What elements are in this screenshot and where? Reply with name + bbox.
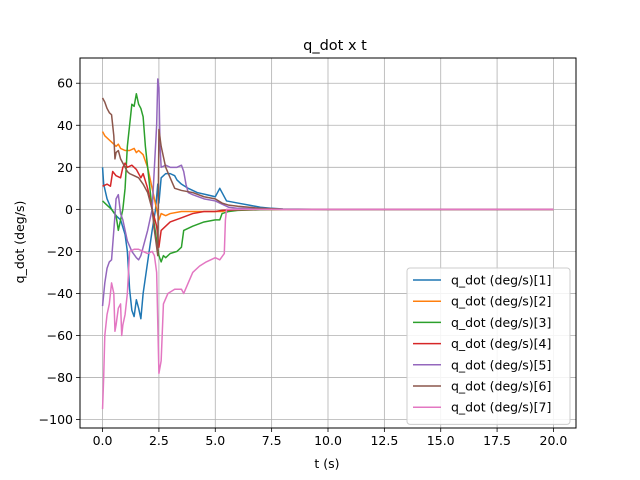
legend-label-2: q_dot (deg/s)[2]	[451, 294, 551, 309]
x-tick-label: 15.0	[427, 433, 455, 448]
x-tick-label: 0.0	[93, 433, 113, 448]
y-tick-label: −80	[47, 370, 73, 385]
series-line-5	[101, 78, 554, 307]
legend-box	[406, 267, 571, 425]
legend-label-4: q_dot (deg/s)[4]	[451, 336, 551, 351]
x-axis-label: t (s)	[314, 456, 339, 471]
x-tick-label: 20.0	[540, 433, 568, 448]
x-tick-label: 7.5	[262, 433, 282, 448]
y-tick-label: 40	[57, 118, 73, 133]
series-layer	[101, 78, 554, 410]
y-tick-label: −60	[47, 328, 73, 343]
tick-layer: 0.0 2.5 5.0 7.5 10.0 12.5 15.0 17.5 20.0 −100 −80 −…	[39, 76, 568, 448]
y-tick-label: 0	[65, 202, 73, 217]
chart-legend: q_dot (deg/s)[1] q_dot (deg/s)[2] q_dot (d…	[406, 267, 571, 425]
y-axis-label: q_dot (deg/s)	[12, 201, 27, 284]
x-tick-label: 2.5	[149, 433, 169, 448]
y-tick-label: 60	[57, 76, 73, 91]
legend-label-3: q_dot (deg/s)[3]	[451, 315, 551, 330]
x-tick-label: 12.5	[370, 433, 398, 448]
x-tick-label: 10.0	[314, 433, 342, 448]
y-tick-label: −20	[47, 244, 73, 259]
legend-label-6: q_dot (deg/s)[6]	[451, 379, 551, 394]
legend-label-5: q_dot (deg/s)[5]	[451, 357, 551, 372]
legend-label-7: q_dot (deg/s)[7]	[451, 400, 551, 415]
x-tick-label: 17.5	[483, 433, 511, 448]
legend-label-1: q_dot (deg/s)[1]	[451, 273, 551, 288]
series-line-6	[101, 97, 554, 257]
chart-title: q_dot x t	[303, 38, 367, 54]
y-tick-label: −100	[39, 412, 73, 427]
y-tick-label: −40	[47, 286, 73, 301]
y-tick-label: 20	[57, 160, 73, 175]
series-line-7	[101, 208, 554, 410]
x-tick-label: 5.0	[205, 433, 225, 448]
